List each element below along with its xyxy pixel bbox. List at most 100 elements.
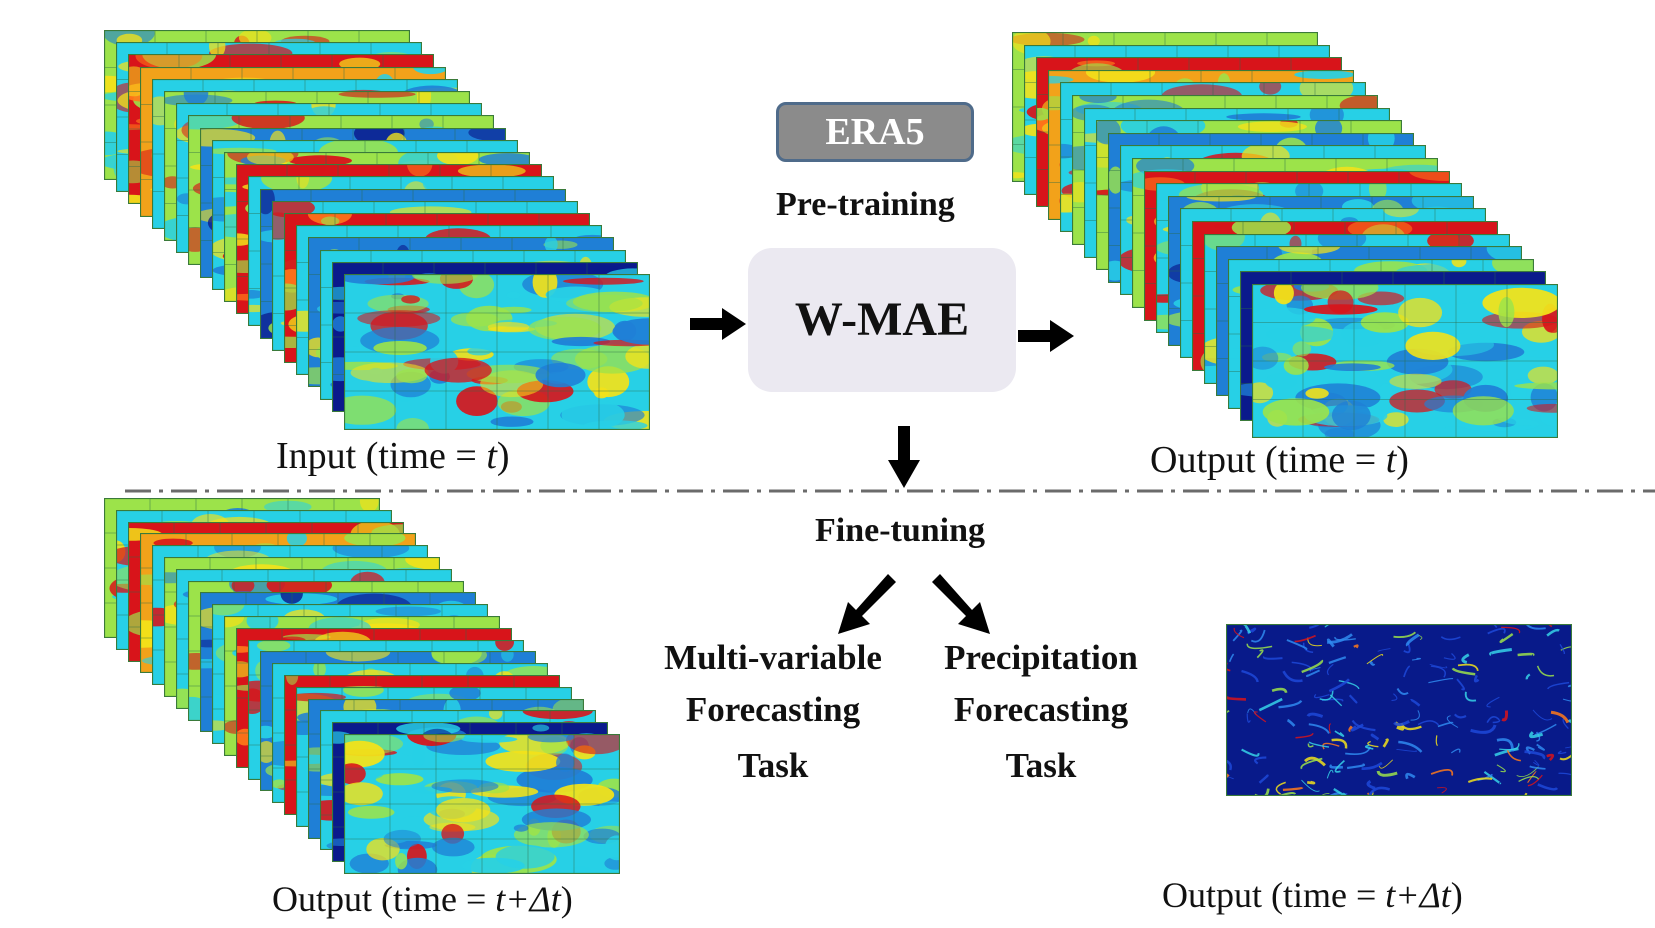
map-blob — [1524, 350, 1558, 358]
precip-streak — [1429, 663, 1448, 669]
precip-streak — [1450, 748, 1461, 754]
precip-streak — [1405, 633, 1420, 647]
precip-streak — [1492, 719, 1501, 724]
map-blob — [594, 387, 609, 399]
precip-streak — [1559, 753, 1572, 761]
precip-streak — [1226, 776, 1234, 780]
precip-streak — [1547, 681, 1570, 690]
map-blob — [412, 274, 478, 284]
precip-streak — [1326, 769, 1334, 779]
precip-streak — [1232, 629, 1243, 642]
precip-streak — [1525, 673, 1531, 680]
map-blob — [523, 164, 542, 178]
map-blob — [457, 164, 526, 178]
precip-streak — [1391, 693, 1398, 702]
precip-streak — [1226, 759, 1232, 771]
precip-streak — [1303, 756, 1326, 767]
map-blob — [286, 533, 307, 547]
finetuning-to-precipitation-arrow-icon — [932, 574, 990, 634]
map-blob — [1087, 35, 1100, 47]
map-blob — [1382, 208, 1419, 218]
map-blob — [495, 639, 514, 651]
map-blob — [528, 734, 575, 743]
map-blob — [405, 557, 440, 570]
model-to-output-arrow-icon — [1018, 320, 1074, 352]
map-blob — [188, 115, 242, 130]
front-weather-map — [344, 274, 650, 430]
precip-streak — [1334, 636, 1356, 641]
map-blob — [487, 322, 530, 332]
precip-streak — [1329, 694, 1343, 707]
precip-streak — [1417, 720, 1440, 726]
precip-streak — [1246, 713, 1251, 723]
map-border — [1252, 284, 1558, 438]
map-blob — [1237, 121, 1307, 133]
map-blob — [1292, 341, 1312, 357]
precip-streak — [1346, 763, 1366, 770]
map-blob — [522, 710, 593, 720]
input-caption: Input (time = t) — [276, 435, 510, 477]
precip-streak — [1328, 723, 1331, 734]
precip-streak — [1377, 648, 1391, 652]
map-blob — [272, 779, 287, 789]
map-blob — [544, 237, 558, 254]
precip-streak — [1348, 725, 1353, 732]
map-blob — [468, 127, 506, 142]
precip-streak — [1398, 740, 1423, 753]
precip-streak — [1451, 667, 1476, 676]
precip-streak — [1256, 649, 1264, 659]
precip-streak — [1343, 793, 1348, 796]
map-blob — [1514, 382, 1558, 390]
precip-streak — [1306, 712, 1324, 718]
precip-streak — [1527, 771, 1537, 784]
precip-streak — [1241, 748, 1260, 757]
map-blob — [396, 418, 429, 430]
map-blob — [286, 675, 299, 685]
map-blob — [321, 216, 340, 226]
map-blob — [1252, 307, 1316, 329]
map-blob — [1262, 398, 1330, 426]
map-blob — [1226, 112, 1301, 121]
precip-streak — [1523, 792, 1528, 796]
precip-streak — [1241, 669, 1259, 683]
precip-streak — [1233, 627, 1245, 639]
precip-streak — [1280, 791, 1297, 796]
precip-streak — [1329, 764, 1343, 769]
map-blob — [1305, 388, 1329, 399]
precipitation-output-caption: Output (time = t+Δt) — [1162, 875, 1463, 915]
precip-streak — [1301, 779, 1320, 792]
precip-streak — [1443, 653, 1456, 660]
map-border — [344, 274, 650, 430]
precip-streak — [1499, 633, 1514, 644]
map-blob — [1440, 426, 1470, 438]
map-blob — [1492, 258, 1534, 276]
map-blob — [563, 277, 644, 285]
map-blob — [532, 724, 550, 732]
map-blob — [488, 710, 503, 720]
precip-streak — [1367, 740, 1379, 748]
map-blob — [247, 152, 294, 166]
precip-streak — [1517, 652, 1535, 657]
map-blob — [437, 152, 479, 166]
map-blob — [1324, 363, 1381, 371]
map-blob — [1036, 108, 1052, 121]
precip-streak — [1334, 730, 1345, 737]
precip-streak — [1379, 759, 1393, 769]
precip-streak — [1351, 719, 1376, 732]
precip-streak — [1525, 624, 1546, 630]
front-weather-map — [344, 734, 620, 874]
precip-streak — [1250, 629, 1266, 643]
precipitation-task-label: Precipitation Forecasting Task — [944, 638, 1138, 785]
precip-streak — [1529, 731, 1544, 739]
map-blob — [1252, 346, 1279, 370]
map-blob — [1398, 297, 1443, 328]
precip-streak — [1461, 653, 1470, 664]
precip-streak — [1334, 759, 1345, 773]
precip-streak — [1537, 783, 1559, 791]
precip-streak — [1286, 718, 1296, 727]
map-blob — [1331, 400, 1371, 431]
precip-streak — [1226, 710, 1230, 714]
map-blob — [566, 294, 643, 313]
precip-streak — [1430, 665, 1446, 678]
precip-streak — [1437, 721, 1454, 728]
